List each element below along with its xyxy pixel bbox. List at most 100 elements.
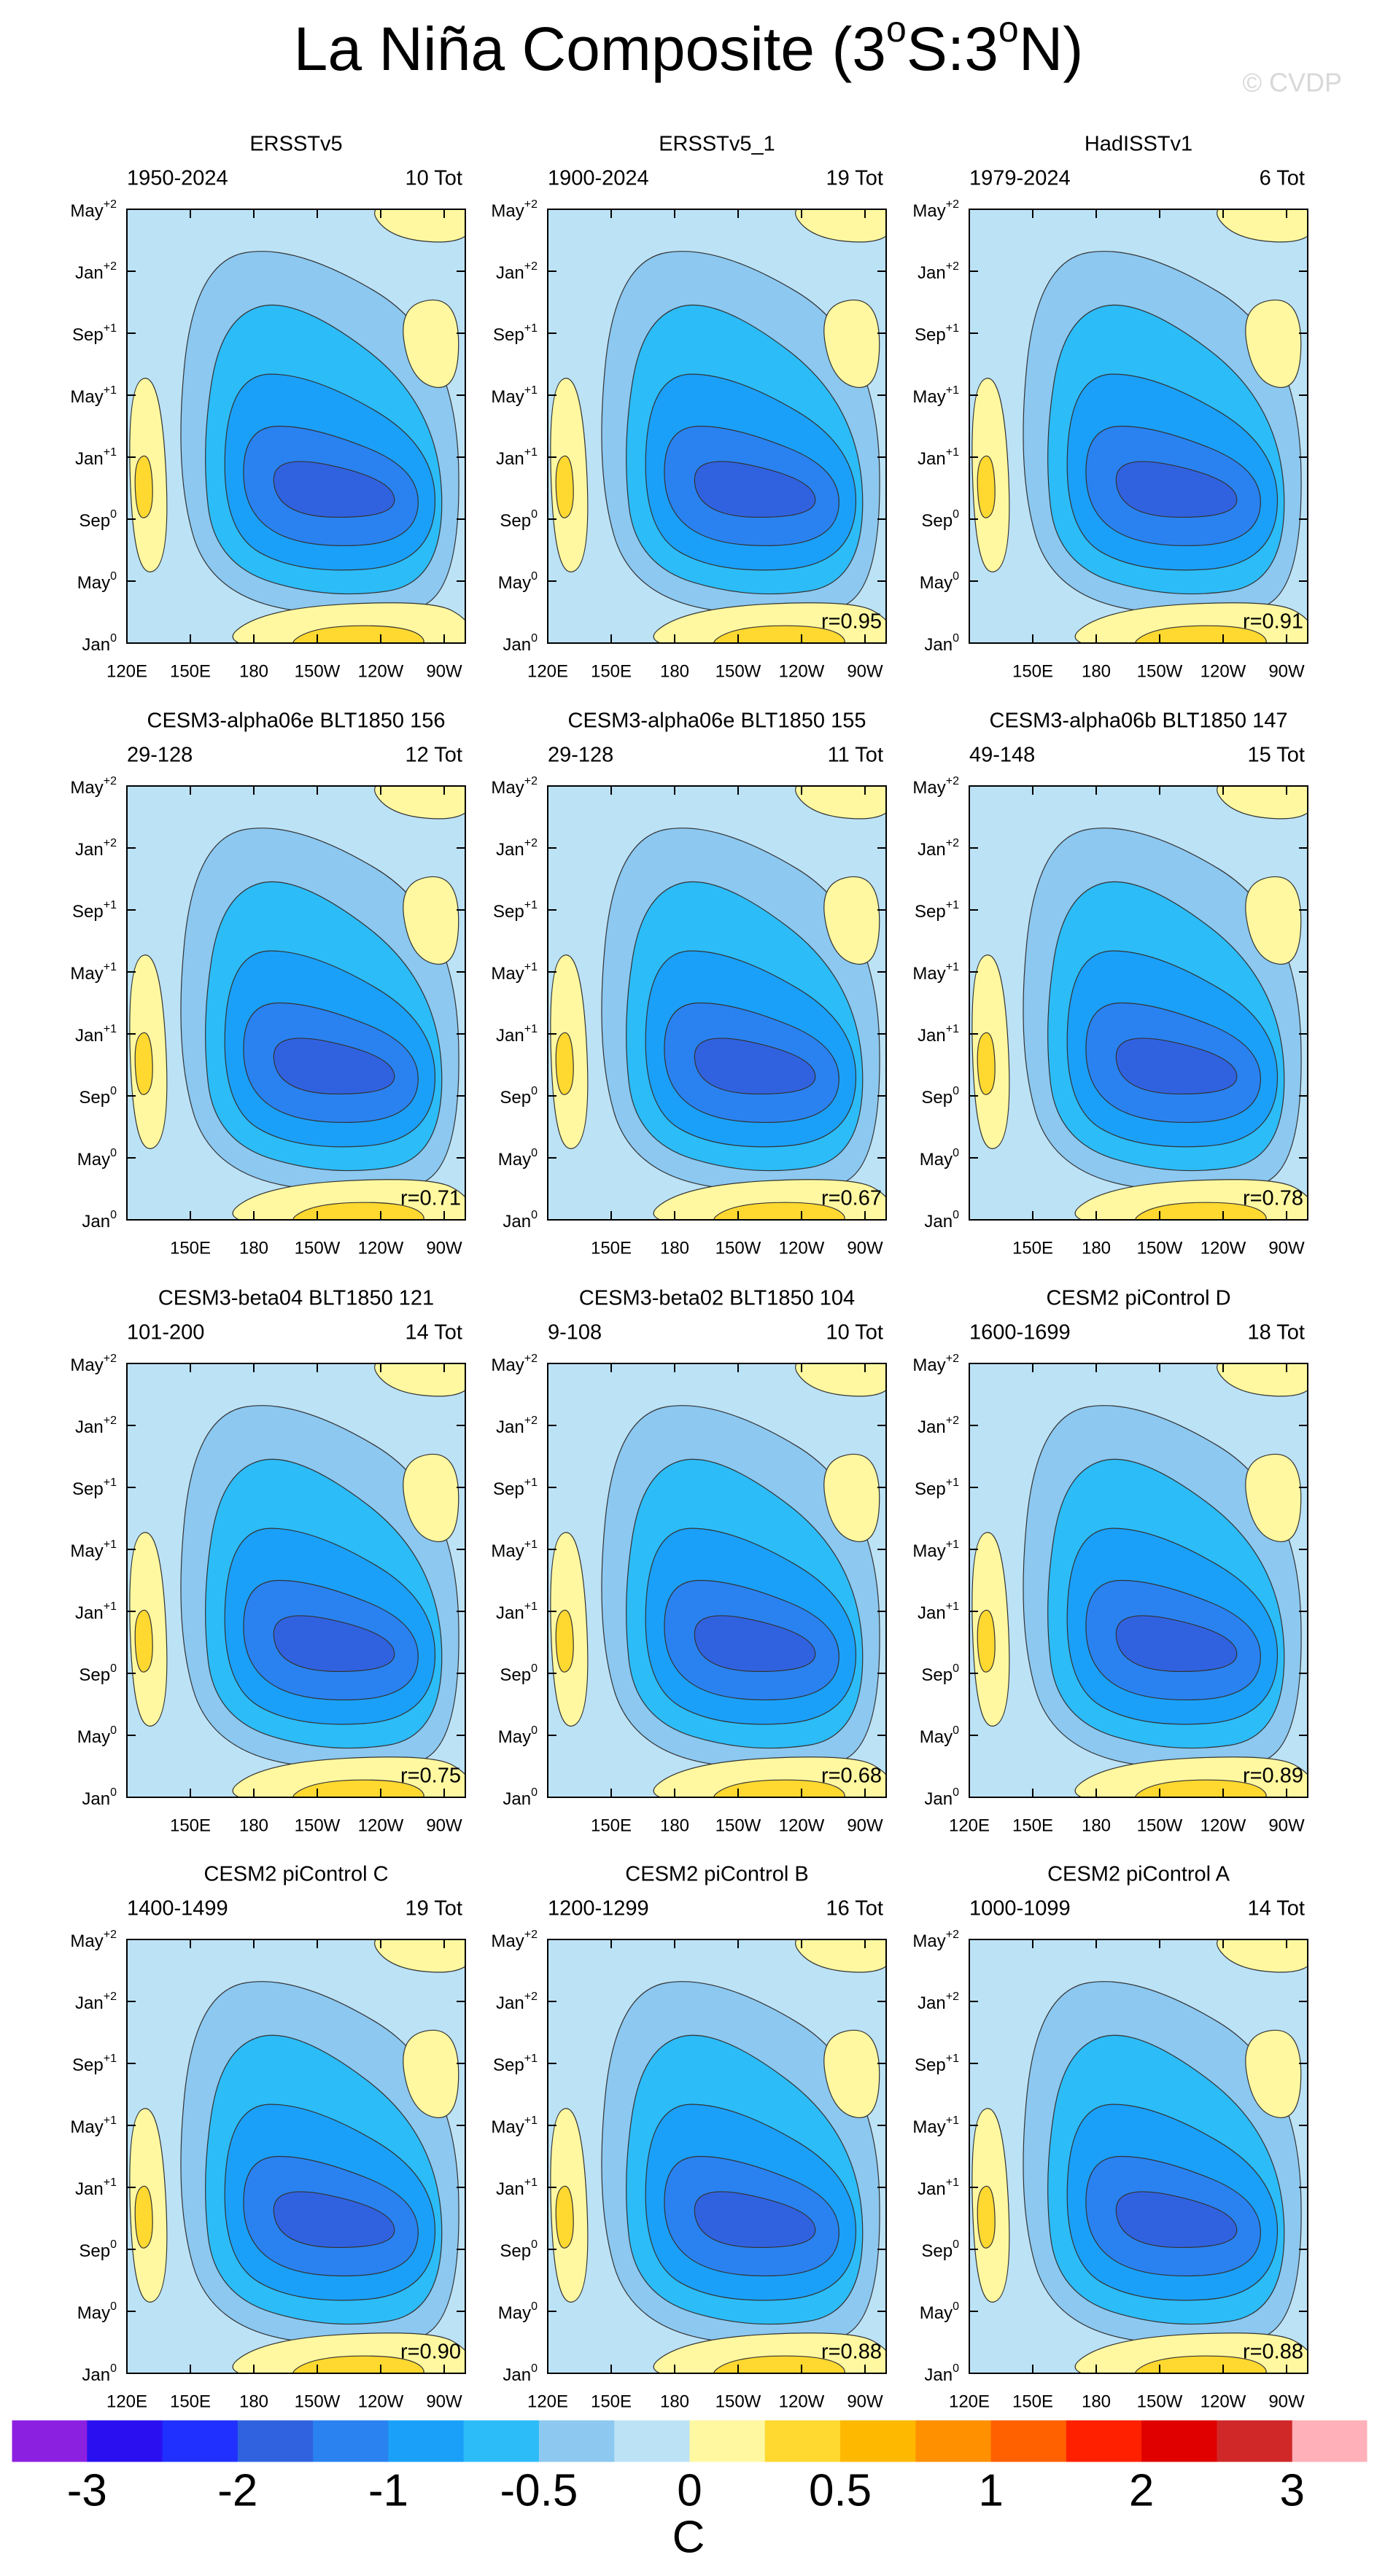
panel-r: r=0.95	[821, 610, 882, 634]
contour-region	[694, 461, 816, 518]
contour-region	[1135, 1779, 1267, 1797]
plot-frame	[547, 785, 887, 1221]
contour-field	[127, 209, 465, 643]
y-tick-sup: +2	[946, 775, 959, 787]
x-tick-label: 150W	[295, 2392, 341, 2411]
y-tick-sup: 0	[953, 1786, 959, 1799]
y-tick-month: May	[920, 573, 953, 593]
y-tick-month: May	[70, 2117, 103, 2137]
title-part: S:3	[907, 15, 998, 83]
y-tick-month: Jan	[496, 449, 524, 469]
y-tick-label: May+1	[491, 384, 538, 407]
y-tick-sup: +1	[524, 446, 538, 459]
panel-period: 29-128	[127, 744, 193, 767]
panel-r: r=0.78	[1243, 1187, 1303, 1210]
y-tick-label: Jan0	[924, 632, 959, 655]
contour-region	[977, 2185, 996, 2249]
panel-title: ERSSTv5_1	[659, 133, 775, 156]
y-tick-month: May	[912, 1931, 945, 1951]
y-tick-sup: 0	[953, 2238, 959, 2251]
contour-region	[977, 455, 996, 518]
panel-title: ERSSTv5	[249, 133, 342, 156]
colorbar-box	[12, 2420, 88, 2462]
y-tick-label: Jan+2	[918, 1991, 959, 2013]
y-tick-month: May	[498, 2303, 531, 2323]
x-tick-label: 90W	[847, 2392, 883, 2411]
panel-count: 10 Tot	[406, 167, 462, 190]
panel-r: r=0.90	[400, 2340, 461, 2364]
panel: CESM2 piControl A 1000-1099 14 Tot r=0.88 12…	[912, 1863, 1308, 2411]
y-tick-label: Sep0	[921, 1662, 959, 1685]
y-tick-month: May	[912, 964, 945, 984]
contour-region	[713, 625, 845, 643]
y-tick-label: Sep+1	[493, 899, 538, 922]
y-tick-month: Sep	[921, 2241, 953, 2261]
y-tick-label: Jan+2	[496, 1415, 538, 1437]
y-tick-label: May0	[498, 1724, 538, 1747]
y-tick-sup: +1	[524, 1476, 538, 1489]
y-tick-sup: +1	[104, 899, 117, 911]
colorbar-label: C	[672, 2512, 705, 2562]
y-tick-label: May+2	[912, 1353, 959, 1375]
y-tick-sup: 0	[531, 2300, 538, 2313]
panel-r: r=0.75	[400, 1764, 461, 1788]
panel-title: CESM2 piControl D	[1046, 1287, 1230, 1310]
contour-region	[823, 2029, 880, 2119]
contour-field	[969, 209, 1308, 643]
y-tick-sup: +2	[104, 1991, 117, 2003]
y-tick-month: May	[77, 1150, 110, 1170]
title-part: La Niña Composite (3	[294, 15, 886, 83]
y-tick-label: May0	[920, 1147, 959, 1170]
y-tick-month: Sep	[915, 902, 946, 922]
y-tick-sup: +1	[524, 2052, 538, 2065]
y-tick-sup: +1	[946, 1600, 959, 1613]
y-tick-label: Jan+1	[75, 2176, 117, 2199]
y-tick-month: May	[491, 1541, 524, 1561]
y-tick-month: May	[491, 1355, 524, 1375]
x-tick-label: 150E	[170, 1816, 211, 1835]
y-tick-month: Jan	[918, 2179, 946, 2199]
y-tick-sup: +2	[946, 1991, 959, 2003]
contour-region	[694, 2191, 816, 2249]
contour-region	[1135, 1202, 1267, 1220]
x-tick-label: 150E	[170, 661, 211, 681]
y-tick-month: Jan	[918, 840, 946, 860]
plot-frame	[126, 785, 466, 1221]
y-tick-sup: +1	[524, 322, 538, 335]
y-tick-sup: 0	[110, 570, 117, 583]
colorbar-box	[237, 2420, 314, 2462]
colorbar-box	[87, 2420, 163, 2462]
y-tick-month: Jan	[82, 2365, 110, 2385]
contour-field	[969, 786, 1308, 1220]
panel-period: 101-200	[127, 1321, 204, 1345]
y-tick-sup: 0	[110, 2362, 117, 2375]
panel-period: 1000-1099	[969, 1897, 1071, 1921]
x-tick-label: 150E	[591, 1238, 632, 1258]
y-tick-month: Sep	[72, 325, 104, 345]
contour-region	[134, 455, 153, 518]
y-tick-label: May+2	[491, 1929, 538, 1951]
y-tick-label: May+1	[70, 2114, 117, 2137]
y-tick-month: May	[77, 1727, 110, 1747]
y-tick-sup: +1	[946, 961, 959, 973]
y-tick-sup: 0	[953, 1724, 959, 1737]
y-tick-sup: +2	[104, 1929, 117, 1941]
y-tick-label: Jan0	[503, 1209, 538, 1231]
panel-r: r=0.91	[1243, 610, 1303, 634]
contour-region	[134, 1609, 153, 1673]
panel-r: r=0.71	[400, 1187, 461, 1210]
colorbar-box	[840, 2420, 916, 2462]
y-tick-label: May0	[77, 1724, 117, 1747]
y-tick-sup: +2	[946, 1415, 959, 1427]
panel-r: r=0.88	[821, 2340, 882, 2364]
panel-title: CESM3-alpha06e BLT1850 156	[147, 709, 446, 733]
panel-r: r=0.68	[821, 1764, 882, 1788]
contour-field	[969, 1939, 1308, 2373]
title-sup: o	[998, 9, 1019, 50]
y-tick-label: May+2	[70, 198, 117, 221]
y-tick-label: Jan0	[82, 2362, 117, 2385]
y-tick-label: May0	[498, 570, 538, 593]
panel-r: r=0.89	[1243, 1764, 1303, 1788]
